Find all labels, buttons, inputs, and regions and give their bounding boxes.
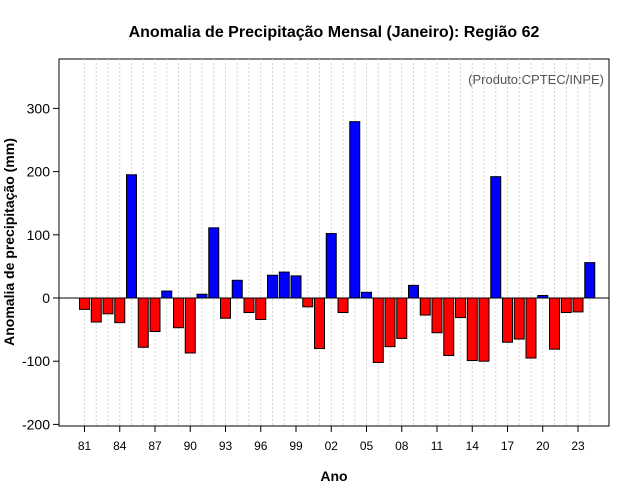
x-tick-label: 93 [219, 439, 233, 453]
bar [255, 297, 267, 320]
bar [490, 176, 502, 299]
bar [302, 297, 314, 308]
plot-area [58, 58, 610, 427]
bar [525, 297, 537, 359]
bar [455, 297, 466, 319]
x-tick-label: 99 [289, 439, 303, 453]
x-tick-label: 05 [360, 439, 374, 453]
bar [243, 297, 255, 314]
x-tick-label: 20 [536, 439, 550, 453]
bars [79, 121, 596, 363]
y-axis: -200 -100 0 100 200 300 [22, 100, 59, 432]
bar [572, 297, 584, 313]
x-axis: 81 84 87 90 93 96 99 02 05 08 11 14 17 20 23 [78, 426, 585, 453]
bar [278, 271, 290, 299]
bar [184, 297, 196, 354]
x-tick-label: 02 [325, 439, 339, 453]
bar [408, 284, 419, 299]
y-tick-label: -100 [22, 353, 50, 369]
bar [90, 297, 102, 323]
bar [466, 297, 478, 362]
bar [584, 262, 596, 299]
bar [337, 297, 349, 314]
bar [173, 297, 184, 329]
y-tick-label: 200 [27, 164, 51, 180]
bar [372, 297, 384, 363]
bar [231, 279, 243, 299]
bar [126, 174, 137, 299]
x-tick-label: 81 [78, 439, 92, 453]
bar [290, 275, 302, 299]
y-tick-label: 0 [42, 290, 50, 306]
bar [396, 297, 408, 339]
x-tick-label: 17 [501, 439, 515, 453]
bar [149, 297, 161, 332]
bar [513, 297, 525, 340]
y-tick-label: 300 [27, 100, 51, 116]
bar [161, 290, 173, 299]
bar [137, 297, 149, 348]
y-tick-label: -200 [22, 416, 50, 432]
grid-lines [84, 59, 591, 426]
bar [314, 297, 325, 350]
y-tick-label: 100 [27, 227, 51, 243]
x-axis-label: Ano [320, 468, 347, 484]
x-tick-label: 14 [466, 439, 480, 453]
x-tick-label: 11 [431, 439, 444, 453]
bar [102, 297, 114, 315]
x-tick-label: 23 [571, 439, 585, 453]
bar [443, 297, 455, 357]
bar [220, 297, 231, 319]
bar [79, 297, 90, 310]
x-tick-label: 90 [184, 439, 198, 453]
bar [384, 297, 396, 348]
x-tick-label: 96 [254, 439, 268, 453]
bar [208, 227, 220, 299]
bar [267, 274, 278, 299]
chart-title: Anomalia de Precipitação Mensal (Janeiro… [129, 24, 540, 41]
bar [478, 297, 490, 362]
x-tick-label: 87 [148, 439, 162, 453]
bar [560, 297, 572, 314]
bar [419, 297, 431, 316]
y-axis-label: Anomalia de precipitação (mm) [1, 138, 17, 346]
bar [549, 297, 560, 350]
bar [431, 297, 443, 334]
bar [361, 291, 372, 299]
x-tick-label: 08 [395, 439, 409, 453]
bar [325, 233, 337, 299]
source-annotation: (Produto:CPTEC/INPE) [468, 72, 604, 87]
bar [114, 297, 126, 324]
x-tick-label: 84 [113, 439, 127, 453]
bar [349, 121, 361, 299]
bar [502, 297, 513, 343]
bar [196, 293, 208, 299]
